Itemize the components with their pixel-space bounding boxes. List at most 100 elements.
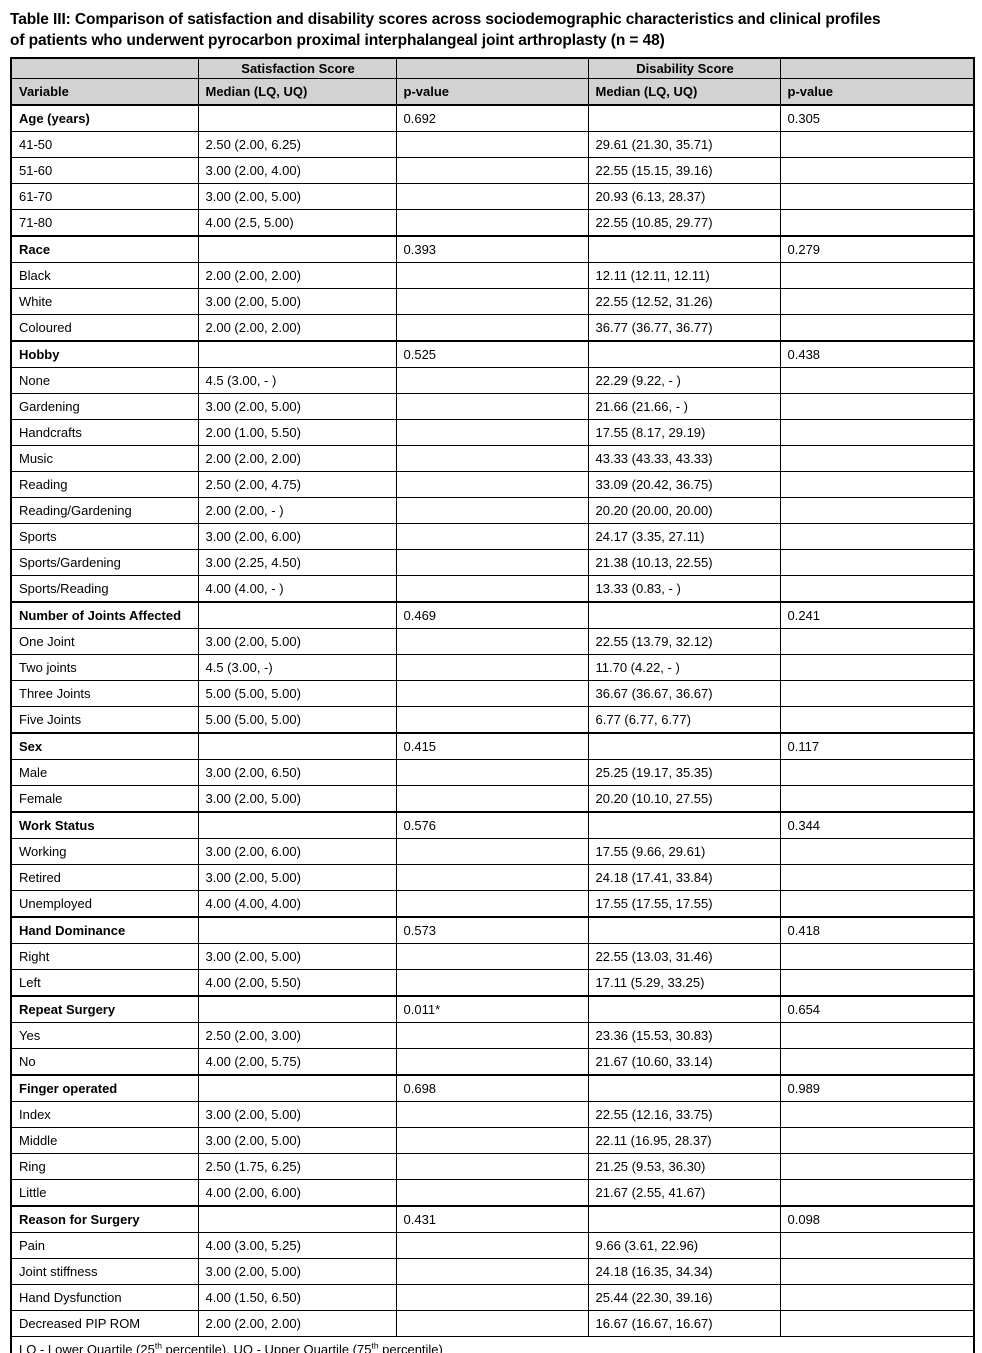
column-header-satisfaction-median: Median (LQ, UQ) <box>197 78 397 106</box>
disability-pvalue-cell <box>779 497 975 524</box>
disability-pvalue-cell: 0.098 <box>779 1205 975 1233</box>
section-row: Hobby 0.525 0.438 <box>10 340 975 368</box>
satisfaction-median-cell <box>197 916 397 944</box>
satisfaction-median-cell: 2.00 (2.00, 2.00) <box>197 1310 397 1337</box>
satisfaction-median-cell <box>197 1205 397 1233</box>
disability-pvalue-cell <box>779 785 975 813</box>
variable-cell: Three Joints <box>10 680 199 707</box>
variable-cell: Unemployed <box>10 890 199 918</box>
satisfaction-pvalue-cell <box>395 1284 589 1311</box>
satisfaction-pvalue-cell <box>395 706 589 734</box>
satisfaction-pvalue-cell <box>395 1153 589 1180</box>
disability-median-cell: 21.67 (2.55, 41.67) <box>587 1179 781 1207</box>
variable-cell: Hand Dysfunction <box>10 1284 199 1311</box>
variable-cell: Yes <box>10 1022 199 1049</box>
satisfaction-median-cell: 3.00 (2.00, 5.00) <box>197 864 397 891</box>
group-header-empty <box>395 57 589 79</box>
variable-cell: Hand Dominance <box>10 916 199 944</box>
disability-pvalue-cell: 0.344 <box>779 811 975 839</box>
section-row: Sex 0.415 0.117 <box>10 732 975 760</box>
satisfaction-pvalue-cell <box>395 1232 589 1259</box>
satisfaction-median-cell: 5.00 (5.00, 5.00) <box>197 706 397 734</box>
satisfaction-pvalue-cell <box>395 1022 589 1049</box>
satisfaction-pvalue-cell <box>395 393 589 420</box>
disability-pvalue-cell <box>779 1284 975 1311</box>
satisfaction-median-cell: 4.00 (2.00, 5.75) <box>197 1048 397 1076</box>
satisfaction-pvalue-cell: 0.698 <box>395 1074 589 1102</box>
table-row: Middle 3.00 (2.00, 5.00) 22.11 (16.95, 28.… <box>10 1127 975 1154</box>
table-row: Handcrafts 2.00 (1.00, 5.50) 17.55 (8.17, … <box>10 419 975 446</box>
satisfaction-median-cell: 4.00 (4.00, 4.00) <box>197 890 397 918</box>
footnote-cell: LQ - Lower Quartile (25th percentile), U… <box>10 1336 975 1353</box>
table-row: Coloured 2.00 (2.00, 2.00) 36.77 (36.77, 3… <box>10 314 975 342</box>
variable-cell: Retired <box>10 864 199 891</box>
disability-median-cell: 17.55 (17.55, 17.55) <box>587 890 781 918</box>
group-header-empty <box>779 57 975 79</box>
table-row: Sports 3.00 (2.00, 6.00) 24.17 (3.35, 27.1… <box>10 523 975 550</box>
group-header-disability: Disability Score <box>587 57 781 79</box>
disability-pvalue-cell <box>779 314 975 342</box>
disability-median-cell: 11.70 (4.22, - ) <box>587 654 781 681</box>
variable-cell: 61-70 <box>10 183 199 210</box>
disability-pvalue-cell <box>779 471 975 498</box>
satisfaction-pvalue-cell <box>395 523 589 550</box>
disability-median-cell <box>587 1074 781 1102</box>
table-footer: LQ - Lower Quartile (25th percentile), U… <box>10 1336 975 1353</box>
disability-pvalue-cell <box>779 288 975 315</box>
satisfaction-pvalue-cell <box>395 969 589 997</box>
group-header-row: Satisfaction Score Disability Score <box>10 57 975 79</box>
group-header-satisfaction: Satisfaction Score <box>197 57 397 79</box>
satisfaction-pvalue-cell <box>395 445 589 472</box>
satisfaction-median-cell: 3.00 (2.00, 5.00) <box>197 288 397 315</box>
disability-median-cell: 22.55 (13.03, 31.46) <box>587 943 781 970</box>
disability-median-cell <box>587 811 781 839</box>
satisfaction-pvalue-cell <box>395 1101 589 1128</box>
disability-pvalue-cell <box>779 393 975 420</box>
variable-cell: 51-60 <box>10 157 199 184</box>
disability-median-cell: 22.55 (12.52, 31.26) <box>587 288 781 315</box>
variable-cell: 71-80 <box>10 209 199 237</box>
section-row: Number of Joints Affected 0.469 0.241 <box>10 601 975 629</box>
disability-median-cell: 24.18 (17.41, 33.84) <box>587 864 781 891</box>
disability-pvalue-cell <box>779 523 975 550</box>
column-header-satisfaction-pvalue: p-value <box>395 78 589 106</box>
satisfaction-median-cell: 3.00 (2.00, 6.50) <box>197 759 397 786</box>
variable-cell: 41-50 <box>10 131 199 158</box>
satisfaction-median-cell: 3.00 (2.25, 4.50) <box>197 549 397 576</box>
satisfaction-median-cell: 3.00 (2.00, 6.00) <box>197 523 397 550</box>
satisfaction-median-cell: 2.00 (2.00, 2.00) <box>197 445 397 472</box>
disability-median-cell: 24.18 (16.35, 34.34) <box>587 1258 781 1285</box>
disability-median-cell <box>587 1205 781 1233</box>
table-row: Working 3.00 (2.00, 6.00) 17.55 (9.66, 29.… <box>10 838 975 865</box>
disability-median-cell: 22.29 (9.22, - ) <box>587 367 781 394</box>
disability-median-cell <box>587 104 781 132</box>
variable-cell: One Joint <box>10 628 199 655</box>
table-row: 41-50 2.50 (2.00, 6.25) 29.61 (21.30, 35.7… <box>10 131 975 158</box>
satisfaction-median-cell: 3.00 (2.00, 5.00) <box>197 1101 397 1128</box>
variable-cell: White <box>10 288 199 315</box>
satisfaction-median-cell: 2.00 (2.00, - ) <box>197 497 397 524</box>
table-row: Joint stiffness 3.00 (2.00, 5.00) 24.18 (1… <box>10 1258 975 1285</box>
satisfaction-pvalue-cell <box>395 654 589 681</box>
footnote-text: LQ - Lower Quartile (25th percentile), U… <box>19 1340 443 1353</box>
satisfaction-median-cell: 4.00 (3.00, 5.25) <box>197 1232 397 1259</box>
disability-pvalue-cell <box>779 680 975 707</box>
variable-cell: Hobby <box>10 340 199 368</box>
satisfaction-median-cell: 4.00 (2.00, 5.50) <box>197 969 397 997</box>
satisfaction-pvalue-cell <box>395 864 589 891</box>
disability-median-cell: 12.11 (12.11, 12.11) <box>587 262 781 289</box>
disability-median-cell: 17.55 (8.17, 29.19) <box>587 419 781 446</box>
variable-cell: Two joints <box>10 654 199 681</box>
disability-pvalue-cell <box>779 1048 975 1076</box>
table-row: Right 3.00 (2.00, 5.00) 22.55 (13.03, 31.4… <box>10 943 975 970</box>
satisfaction-pvalue-cell: 0.011* <box>395 995 589 1023</box>
disability-median-cell: 21.66 (21.66, - ) <box>587 393 781 420</box>
disability-pvalue-cell <box>779 1258 975 1285</box>
variable-cell: Repeat Surgery <box>10 995 199 1023</box>
satisfaction-median-cell <box>197 340 397 368</box>
disability-pvalue-cell: 0.438 <box>779 340 975 368</box>
satisfaction-pvalue-cell <box>395 314 589 342</box>
satisfaction-median-cell: 4.00 (1.50, 6.50) <box>197 1284 397 1311</box>
satisfaction-median-cell: 2.00 (2.00, 2.00) <box>197 262 397 289</box>
section-row: Finger operated 0.698 0.989 <box>10 1074 975 1102</box>
